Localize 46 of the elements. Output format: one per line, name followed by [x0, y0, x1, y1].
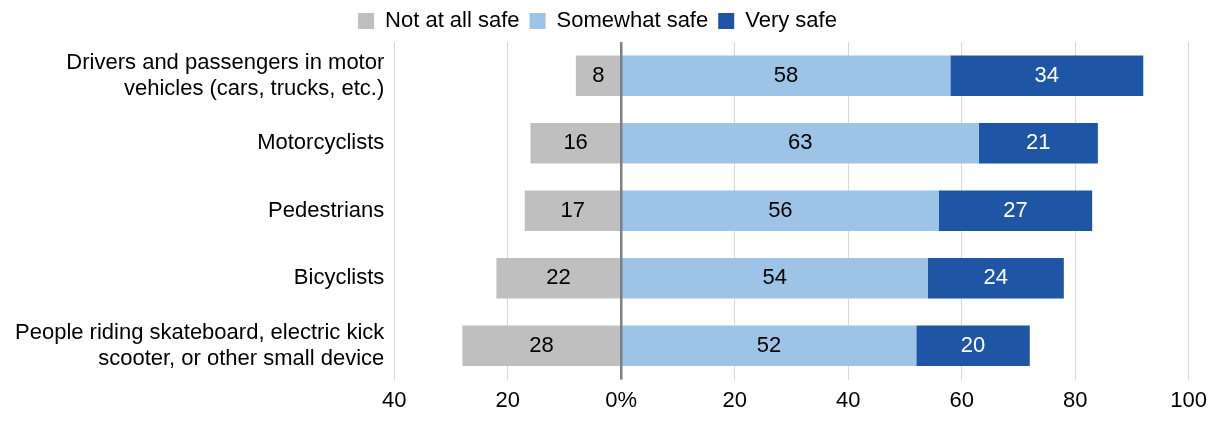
bar [927, 258, 1064, 299]
data-label: 34 [1034, 61, 1060, 87]
x-tick-label: 60 [949, 386, 974, 412]
y-tick-label: Motorcyclists [257, 129, 385, 155]
bar [530, 123, 621, 164]
legend-label: Not at all safe [385, 7, 520, 33]
bar [462, 325, 621, 367]
y-tick-label: People riding skateboard, electric kick scooter, or other small device [15, 318, 386, 371]
bar [950, 55, 1144, 97]
legend-label: Very safe [745, 7, 837, 33]
data-label: 52 [756, 331, 782, 357]
bar [621, 190, 939, 232]
bar [575, 55, 621, 97]
data-label: 27 [1003, 196, 1028, 222]
bar [524, 190, 621, 232]
bar [938, 190, 1093, 232]
data-label: 28 [529, 331, 554, 357]
bar [621, 55, 951, 97]
y-tick-label: Drivers and passengers in motor vehicles (cars, trucks, etc.) [66, 48, 385, 101]
data-label: 8 [592, 61, 605, 87]
data-label: 17 [560, 196, 586, 222]
bar [621, 123, 979, 164]
data-label: 56 [768, 196, 793, 222]
data-label: 54 [762, 264, 787, 290]
bar [621, 325, 917, 367]
data-label: 24 [983, 264, 1008, 290]
bar [916, 325, 1030, 367]
x-tick-label: 20 [495, 386, 521, 412]
data-label: 58 [773, 61, 799, 87]
x-tick-label: 100 [1170, 386, 1208, 412]
legend-label: Somewhat safe [556, 7, 709, 33]
x-tick-label: 20 [722, 386, 747, 412]
bar [621, 258, 928, 299]
y-tick-label: Bicyclists [293, 264, 385, 290]
x-tick-label: 0% [605, 386, 638, 412]
data-label: 20 [960, 331, 986, 357]
data-label: 16 [563, 129, 588, 155]
bar [496, 258, 621, 299]
y-tick-label: Pedestrians [268, 196, 385, 222]
data-label: 21 [1026, 129, 1051, 155]
bar [978, 123, 1098, 164]
x-tick-label: 40 [382, 386, 407, 412]
data-label: 22 [546, 264, 571, 290]
data-label: 63 [787, 129, 813, 155]
x-tick-label: 40 [835, 386, 861, 412]
x-tick-label: 80 [1062, 386, 1088, 412]
